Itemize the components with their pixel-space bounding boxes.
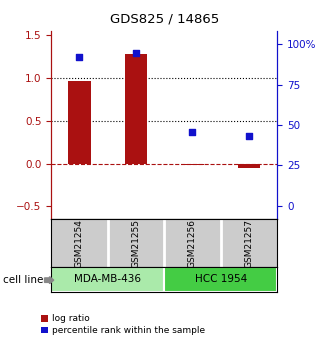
Text: GSM21254: GSM21254 (75, 219, 84, 268)
Point (77, 55, 82, 60)
Text: GDS825 / 14865: GDS825 / 14865 (110, 12, 220, 26)
Point (246, 134, 251, 139)
Bar (125, 54, 147, 164)
Text: MDA-MB-436: MDA-MB-436 (74, 275, 141, 284)
Bar (181, 164, 204, 165)
Point (133, 50, 139, 55)
Bar (164, 267, 277, 292)
Bar (238, 164, 260, 168)
Text: GSM21257: GSM21257 (245, 219, 253, 268)
Legend: log ratio, percentile rank within the sample: log ratio, percentile rank within the sa… (38, 311, 209, 339)
Text: GSM21256: GSM21256 (188, 219, 197, 268)
Bar (68, 81, 91, 164)
Text: cell line: cell line (3, 275, 44, 285)
Text: GSM21255: GSM21255 (131, 219, 141, 268)
Text: HCC 1954: HCC 1954 (195, 275, 247, 284)
Point (190, 129, 195, 134)
Bar (51, 267, 164, 292)
